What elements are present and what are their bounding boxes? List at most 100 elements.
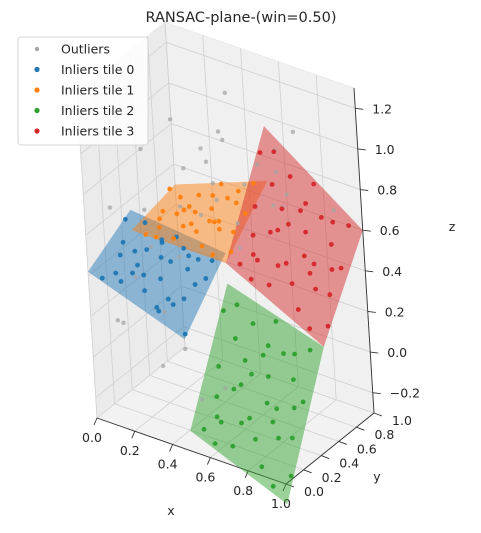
- z-axis-label: z: [449, 219, 456, 234]
- data-point-series-1: [168, 259, 173, 264]
- data-point-series-3: [213, 441, 218, 446]
- data-point-series-1: [135, 263, 140, 268]
- data-point-series-0: [291, 130, 295, 134]
- legend-marker-1: [34, 67, 39, 72]
- data-point-series-3: [251, 321, 256, 326]
- data-point-series-4: [267, 283, 272, 288]
- z-tick: [360, 190, 368, 191]
- data-point-series-4: [290, 281, 295, 286]
- data-point-series-3: [276, 436, 281, 441]
- data-point-series-3: [232, 387, 237, 392]
- data-point-series-0: [211, 181, 215, 185]
- data-point-series-2: [154, 235, 159, 240]
- data-point-series-1: [118, 253, 123, 258]
- data-point-series-4: [280, 206, 285, 211]
- data-point-series-4: [296, 307, 301, 312]
- data-point-series-0: [178, 204, 182, 208]
- data-point-series-0: [238, 246, 242, 250]
- data-point-series-3: [308, 348, 313, 353]
- data-point-series-1: [185, 267, 190, 272]
- data-point-series-1: [113, 271, 118, 276]
- data-point-series-3: [249, 372, 254, 377]
- data-point-series-3: [233, 336, 238, 341]
- data-point-series-2: [160, 209, 165, 214]
- z-tick-label: 0.2: [385, 304, 405, 319]
- data-point-series-0: [332, 208, 336, 212]
- y-tick-label: 0.8: [374, 427, 394, 442]
- data-point-series-0: [198, 146, 202, 150]
- data-point-series-4: [302, 254, 307, 259]
- data-point-series-4: [327, 292, 332, 297]
- y-tick-label: 0.0: [304, 484, 324, 499]
- data-point-series-0: [204, 160, 208, 164]
- data-point-series-3: [239, 421, 244, 426]
- data-point-series-3: [230, 444, 235, 449]
- data-point-series-4: [253, 204, 258, 209]
- data-point-series-1: [156, 309, 161, 314]
- y-tick-label: 1.0: [392, 413, 412, 428]
- data-point-series-4: [276, 263, 281, 268]
- data-point-series-2: [251, 181, 256, 186]
- data-point-series-0: [255, 162, 259, 166]
- z-tick-label: 0.8: [377, 183, 397, 198]
- z-tick: [365, 271, 373, 272]
- data-point-series-2: [243, 211, 248, 216]
- data-point-series-0: [216, 129, 220, 133]
- data-point-series-0: [116, 318, 120, 322]
- x-tick: [170, 444, 173, 451]
- data-point-series-0: [235, 221, 239, 225]
- data-point-series-0: [121, 321, 125, 325]
- data-point-series-2: [178, 195, 183, 200]
- data-point-series-3: [202, 427, 207, 432]
- data-point-series-2: [225, 196, 230, 201]
- data-point-series-0: [177, 255, 181, 259]
- data-point-series-1: [160, 240, 165, 245]
- z-tick-label: 0.6: [380, 223, 400, 238]
- data-point-series-4: [288, 174, 293, 179]
- z-tick-label: −0.2: [390, 386, 420, 401]
- x-tick-label: 0.4: [158, 456, 178, 471]
- x-tick-label: 0.6: [195, 470, 215, 485]
- data-point-series-4: [326, 324, 331, 329]
- data-point-series-4: [284, 261, 289, 266]
- legend-marker-0: [35, 47, 39, 51]
- x-tick: [207, 458, 210, 465]
- z-tick: [373, 393, 381, 394]
- data-point-series-2: [189, 221, 194, 226]
- data-point-series-4: [319, 215, 324, 220]
- data-point-series-3: [239, 382, 244, 387]
- data-point-series-0: [142, 208, 146, 212]
- data-point-series-0: [284, 192, 288, 196]
- x-tick-label: 0.2: [120, 443, 140, 458]
- data-point-series-0: [162, 310, 166, 314]
- z-tick: [355, 108, 363, 109]
- data-point-series-3: [221, 308, 226, 313]
- data-point-series-3: [289, 474, 294, 479]
- data-point-series-2: [182, 208, 187, 213]
- data-point-series-4: [313, 287, 318, 292]
- data-point-series-0: [161, 364, 165, 368]
- data-point-series-3: [290, 436, 295, 441]
- data-point-series-4: [307, 326, 312, 331]
- data-point-series-2: [217, 227, 222, 232]
- data-point-series-1: [196, 257, 201, 262]
- data-point-series-2: [167, 187, 172, 192]
- data-point-series-0: [223, 91, 227, 95]
- data-point-series-0: [149, 245, 153, 249]
- data-point-series-4: [238, 262, 243, 267]
- data-point-series-1: [142, 288, 147, 293]
- data-point-series-2: [207, 219, 212, 224]
- data-point-series-2: [157, 225, 162, 230]
- y-tick: [356, 427, 364, 430]
- data-point-series-2: [200, 244, 205, 249]
- y-axis-label: y: [373, 469, 381, 484]
- data-point-series-4: [311, 182, 316, 187]
- data-point-series-3: [292, 406, 297, 411]
- data-point-series-3: [271, 484, 276, 489]
- z-tick-label: 0.4: [382, 264, 402, 279]
- data-point-series-1: [203, 276, 208, 281]
- data-point-series-2: [157, 216, 162, 221]
- z-tick-label: 1.0: [375, 142, 395, 157]
- data-point-series-0: [183, 347, 187, 351]
